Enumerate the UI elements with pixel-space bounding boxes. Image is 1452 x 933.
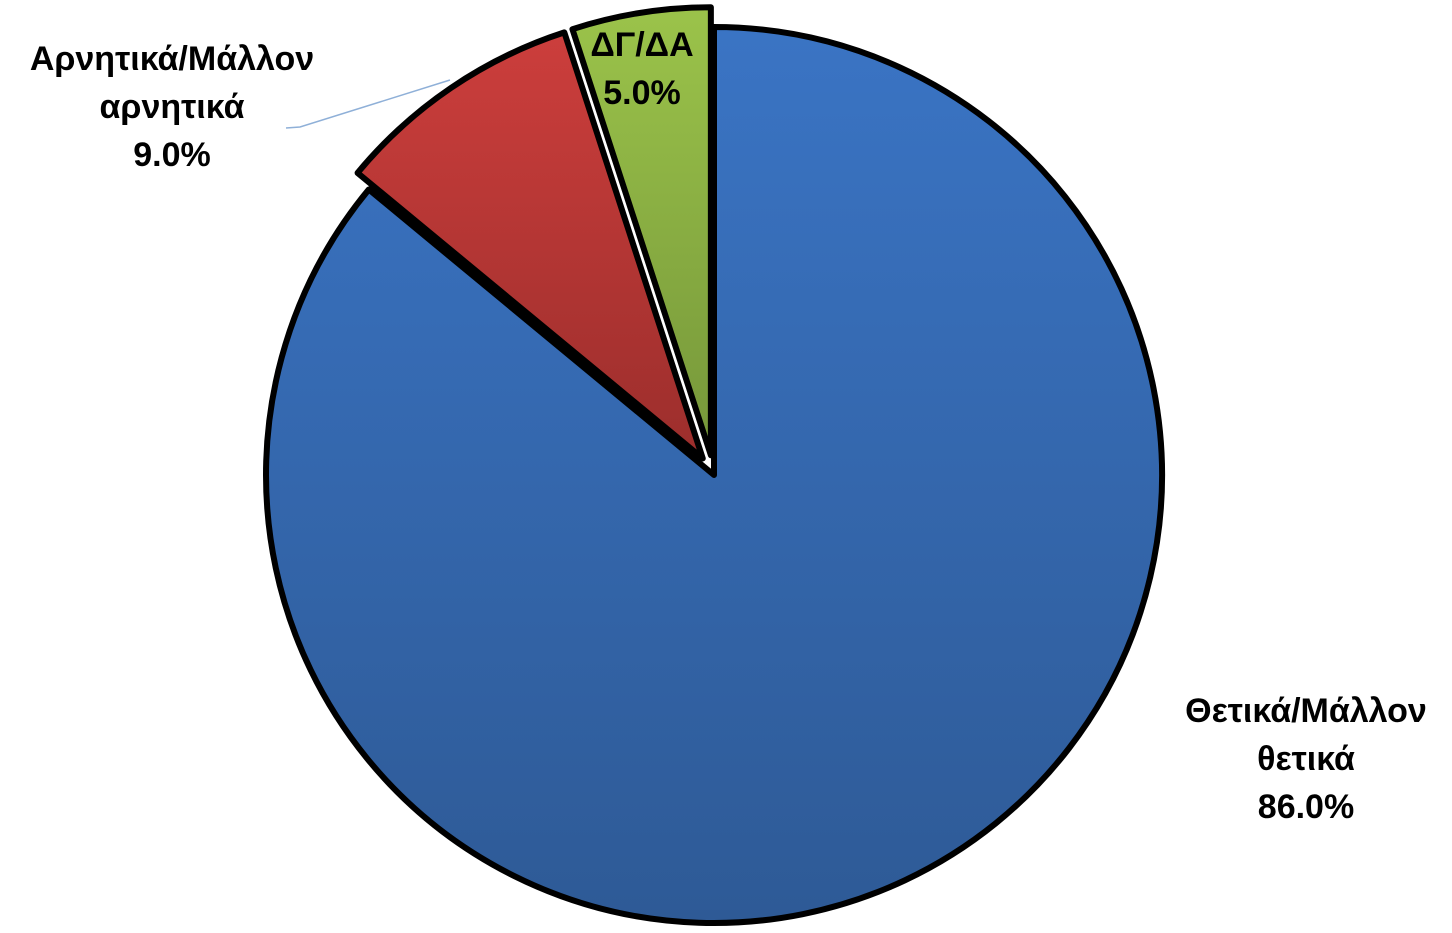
slice-name-negative: Αρνητικά/Μάλλον	[30, 40, 314, 78]
slice-name-positive: Θετικά/Μάλλον	[1185, 692, 1427, 730]
leader-line-negative	[285, 79, 451, 129]
slice-labels: Θετικά/Μάλλον θετικά 86.0% Αρνητικά/Μάλλον α…	[30, 26, 1427, 826]
slice-label-negative: Αρνητικά/Μάλλον αρνητικά 9.0%	[30, 40, 314, 174]
slice-label-dkna: ΔΓ/ΔΑ 5.0%	[590, 26, 693, 112]
slice-value-positive: 86.0%	[1258, 788, 1354, 826]
slice-value-dkna: 5.0%	[603, 74, 681, 112]
pie-slices	[263, 4, 1165, 926]
pie-slice-negative	[354, 29, 706, 462]
slice-name-positive: θετικά	[1257, 740, 1355, 778]
slice-name-negative: αρνητικά	[100, 88, 245, 126]
slice-label-positive: Θετικά/Μάλλον θετικά 86.0%	[1185, 692, 1427, 826]
pie-slice-dkna	[569, 4, 714, 459]
slice-value-negative: 9.0%	[133, 136, 211, 174]
pie-slice-positive	[263, 24, 1165, 926]
slice-name-dkna: ΔΓ/ΔΑ	[590, 26, 693, 64]
leader-lines	[285, 79, 451, 129]
